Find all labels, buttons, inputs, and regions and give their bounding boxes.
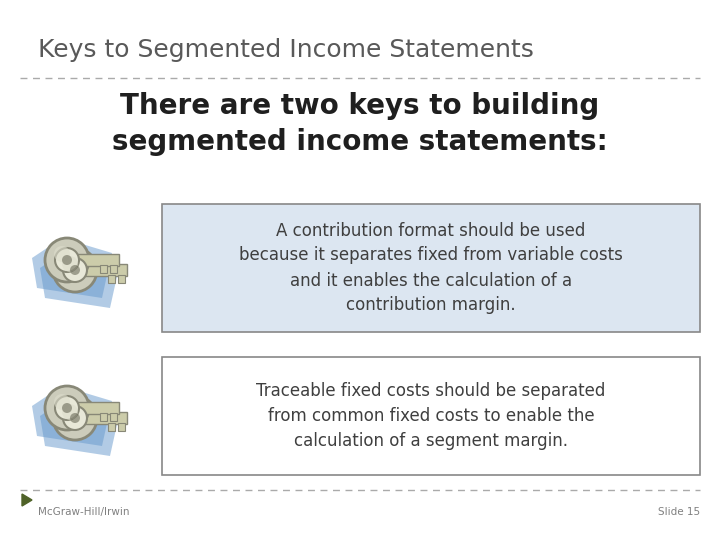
Circle shape (53, 396, 97, 440)
Polygon shape (32, 386, 112, 446)
Circle shape (63, 258, 87, 282)
Text: A contribution format should be used
because it separates fixed from variable co: A contribution format should be used bec… (239, 221, 623, 314)
Bar (67, 254, 119, 266)
Circle shape (62, 255, 72, 265)
Circle shape (70, 413, 80, 423)
Bar (108, 423, 115, 431)
Circle shape (62, 256, 78, 272)
Circle shape (55, 396, 79, 420)
Circle shape (70, 265, 80, 275)
Bar (100, 265, 107, 273)
Text: There are two keys to building
segmented income statements:: There are two keys to building segmented… (112, 92, 608, 156)
Bar (100, 413, 107, 421)
Circle shape (63, 406, 87, 430)
Bar (110, 265, 117, 273)
Bar (67, 402, 119, 414)
Circle shape (53, 248, 97, 292)
Bar (118, 423, 125, 431)
Circle shape (54, 394, 70, 410)
Text: Traceable fixed costs should be separated
from common fixed costs to enable the
: Traceable fixed costs should be separate… (256, 382, 606, 450)
Circle shape (62, 404, 78, 420)
Circle shape (55, 248, 79, 272)
Bar (110, 413, 117, 421)
Bar (75, 412, 127, 424)
Circle shape (54, 246, 70, 262)
FancyBboxPatch shape (162, 204, 700, 332)
Polygon shape (32, 238, 112, 298)
Text: Keys to Segmented Income Statements: Keys to Segmented Income Statements (38, 38, 534, 62)
Bar (118, 275, 125, 283)
Polygon shape (22, 494, 32, 506)
Polygon shape (40, 396, 120, 456)
Text: McGraw-Hill/Irwin: McGraw-Hill/Irwin (38, 507, 130, 517)
Circle shape (45, 238, 89, 282)
Circle shape (62, 403, 72, 413)
Bar (108, 275, 115, 283)
Circle shape (45, 386, 89, 430)
Text: Slide 15: Slide 15 (658, 507, 700, 517)
Polygon shape (40, 248, 120, 308)
Bar (75, 264, 127, 276)
FancyBboxPatch shape (162, 357, 700, 475)
